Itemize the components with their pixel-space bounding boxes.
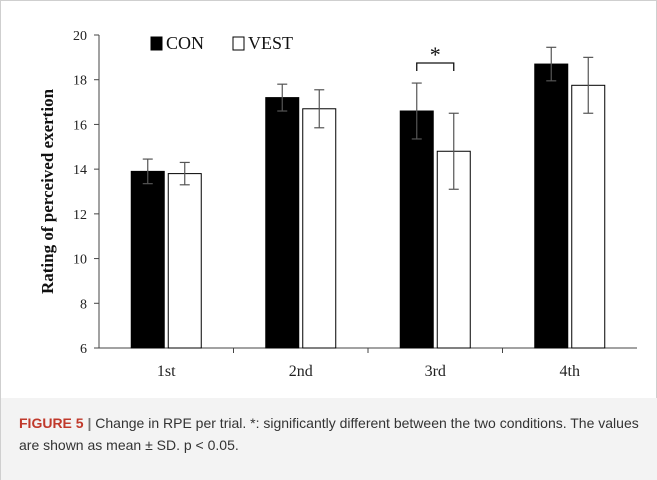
chart-legend: CON VEST <box>150 33 293 53</box>
y-tick-label-18: 18 <box>73 74 87 89</box>
bar-con-2nd <box>265 97 300 349</box>
bar-vest-2nd <box>302 108 337 349</box>
bar-vest-4th <box>571 84 606 349</box>
y-tick-label-14: 14 <box>73 163 87 178</box>
y-tick-label-6: 6 <box>80 342 87 357</box>
bar-chart: 6 8 10 12 14 16 18 20 Rating of perceived exerti… <box>1 1 657 401</box>
x-tick-label-4th: 4th <box>560 363 580 380</box>
figure-label: FIGURE 5 <box>19 415 84 431</box>
legend-swatch-vest <box>232 36 245 51</box>
y-tick-label-10: 10 <box>73 253 87 268</box>
y-axis-label: Rating of perceived exertion <box>38 88 57 294</box>
figure-caption-box: FIGURE 5 | Change in RPE per trial. *: s… <box>1 398 657 480</box>
x-tick-label-1st: 1st <box>157 363 176 380</box>
y-tick-label-8: 8 <box>80 297 87 312</box>
x-tick-label-3rd: 3rd <box>425 363 446 380</box>
legend-label-vest: VEST <box>248 33 293 53</box>
bar-con-1st <box>130 170 165 349</box>
legend-swatch-con <box>150 36 163 51</box>
bar-con-3rd <box>399 110 434 349</box>
y-tick-label-16: 16 <box>73 118 87 133</box>
legend-label-con: CON <box>166 33 204 53</box>
y-tick-label-12: 12 <box>73 208 87 223</box>
significance-bracket <box>416 62 455 71</box>
chart-axes: 6 8 10 12 14 16 18 20 Rating of perceived exerti… <box>38 29 637 380</box>
y-tick-label-20: 20 <box>73 29 87 44</box>
significance-marker: * <box>430 42 441 67</box>
bar-vest-1st <box>167 173 202 349</box>
figure-caption-text: Change in RPE per trial. *: significantl… <box>19 415 639 453</box>
chart-bars: * <box>130 42 606 349</box>
figure-caption: FIGURE 5 | Change in RPE per trial. *: s… <box>19 412 644 456</box>
x-tick-label-2nd: 2nd <box>289 363 313 380</box>
bar-con-4th <box>534 63 569 349</box>
chart-svg: 6 8 10 12 14 16 18 20 Rating of perceived exerti… <box>38 29 637 380</box>
figure-separator: | <box>87 415 92 431</box>
